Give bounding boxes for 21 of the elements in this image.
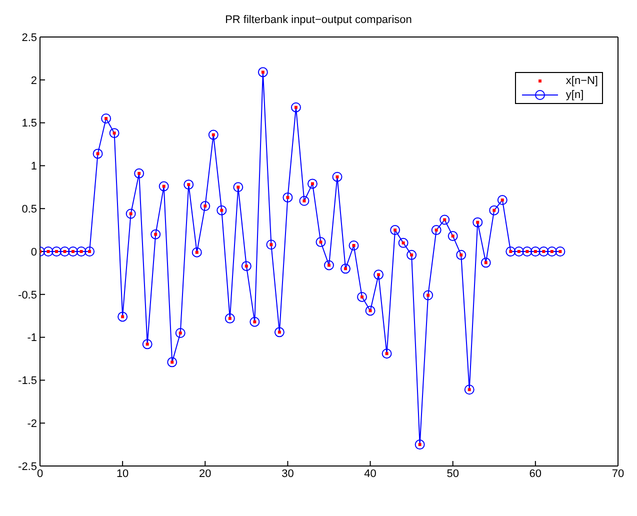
y-tick-label: 1 <box>30 160 37 173</box>
y-tick-label: -2 <box>27 418 37 430</box>
x-tick-label: 30 <box>282 468 294 480</box>
x-tick-label: 40 <box>364 468 376 480</box>
legend-label: x[n−N] <box>566 75 598 87</box>
y-tick-label: -2.5 <box>18 460 37 473</box>
y-tick-label: 2.5 <box>22 32 37 44</box>
x-tick-label: 70 <box>612 468 624 480</box>
y-tick-label: 0 <box>30 246 37 258</box>
x-tick-label: 50 <box>446 468 459 480</box>
y-tick-label: 2 <box>30 74 37 87</box>
x-tick-label: 20 <box>199 468 212 480</box>
legend-label: y[n] <box>566 89 584 101</box>
y-tick-label: 0.5 <box>22 204 37 216</box>
y-tick-label: -1 <box>27 332 37 344</box>
y-tick-label: -0.5 <box>18 289 37 302</box>
x-tick-label: 10 <box>116 468 129 480</box>
x-tick-label: 60 <box>529 468 542 480</box>
y-tick-label: 1.5 <box>22 118 37 130</box>
chart-title: PR filterbank input−output comparison <box>224 14 413 26</box>
y-tick-label: -1.5 <box>18 375 37 388</box>
